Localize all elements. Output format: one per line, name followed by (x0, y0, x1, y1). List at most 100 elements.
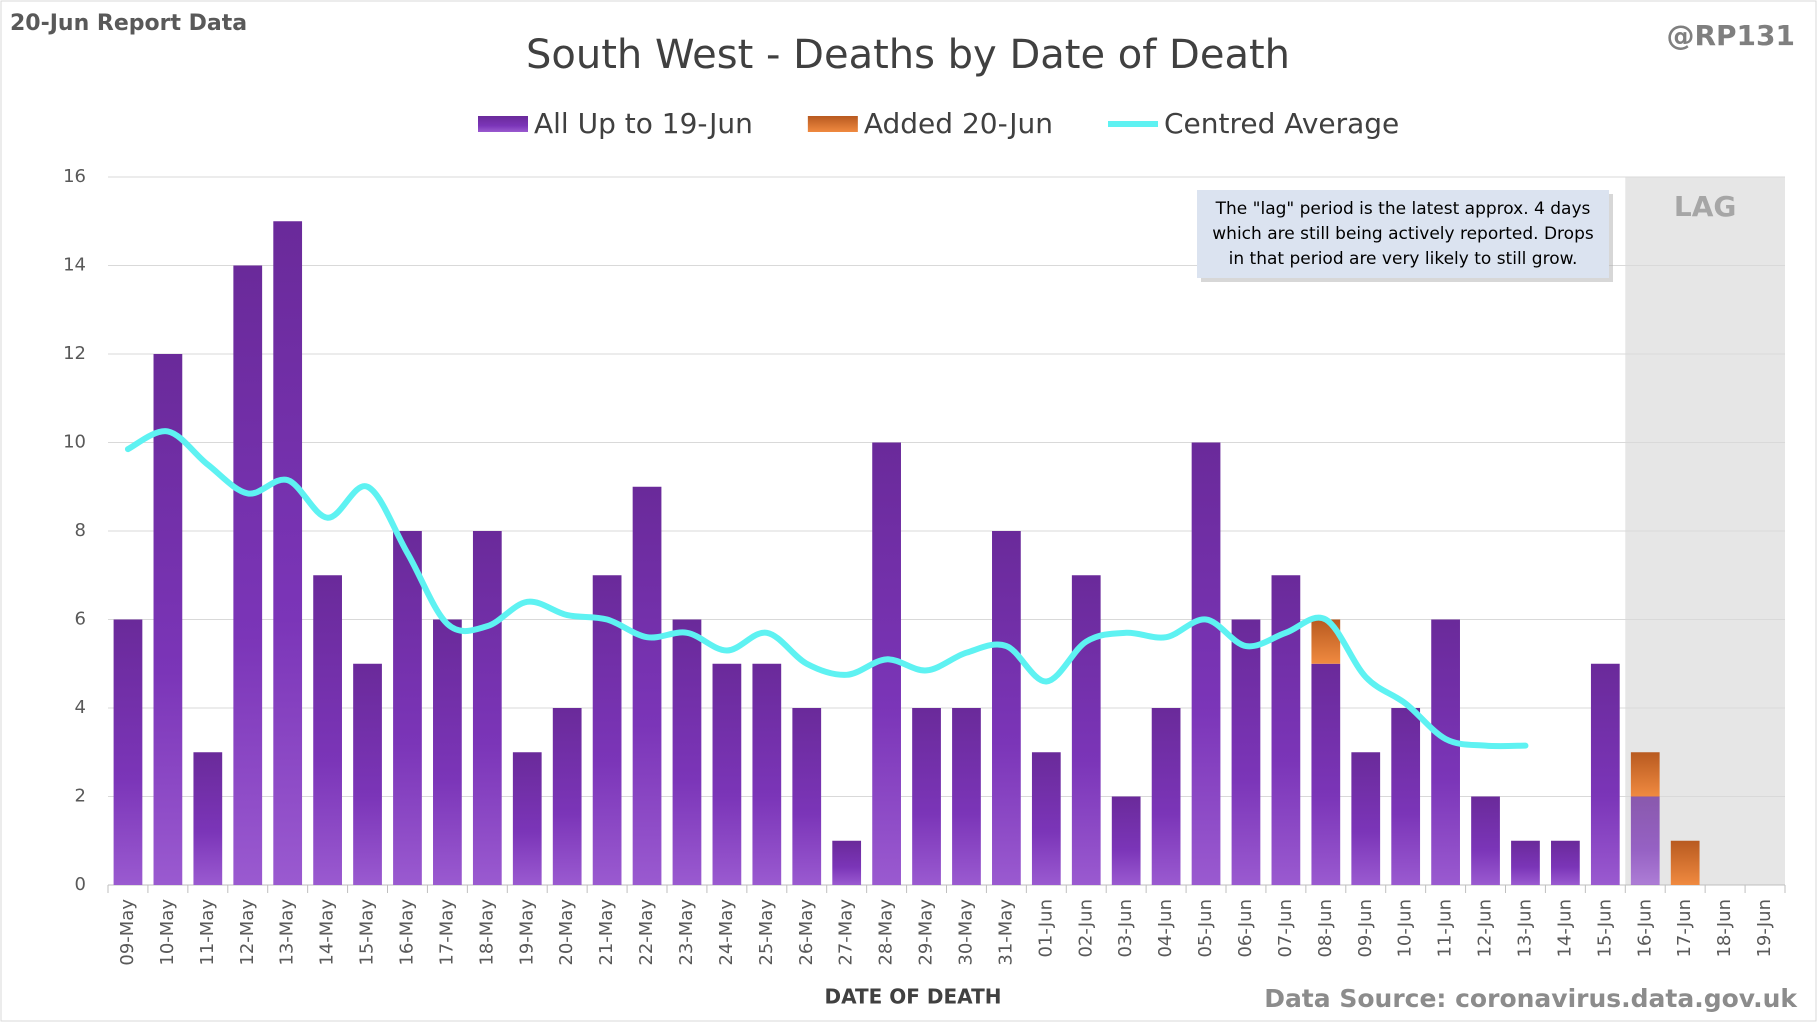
y-tick-label: 2 (75, 786, 86, 807)
bar (752, 663, 782, 885)
x-tick-label: 19-May (516, 899, 537, 966)
y-tick-label: 4 (75, 697, 86, 718)
bar (952, 708, 981, 885)
x-tick-label: 02-Jun (1075, 899, 1096, 958)
x-tick-label: 13-Jun (1514, 899, 1535, 958)
legend-label: All Up to 19-Jun (534, 107, 753, 140)
bar (552, 708, 582, 885)
bar (273, 221, 303, 885)
bar (113, 619, 143, 885)
legend-swatch (807, 116, 858, 132)
bar (792, 708, 822, 885)
x-tick-label: 09-May (117, 899, 138, 966)
x-tick-label: 15-May (357, 899, 378, 966)
annotation-text: in that period are very likely to still … (1229, 249, 1578, 269)
x-tick-label: 16-May (396, 899, 417, 966)
x-tick-label: 07-Jun (1275, 899, 1296, 958)
lag-label: LAG (1674, 190, 1737, 223)
x-tick-label: 03-Jun (1115, 899, 1136, 958)
x-tick-label: 27-May (836, 899, 857, 966)
bar (1630, 752, 1660, 797)
bar (1071, 575, 1101, 885)
bar (1191, 442, 1221, 885)
legend: All Up to 19-Jun Added 20-Jun Centred Aver… (478, 107, 1399, 140)
x-tick-label: 29-May (916, 899, 937, 966)
x-tick-label: 22-May (636, 899, 657, 966)
x-tick-label: 08-Jun (1315, 899, 1336, 958)
bar (912, 708, 941, 885)
bar (592, 575, 622, 885)
bar (393, 531, 422, 885)
x-tick-label: 30-May (955, 899, 976, 966)
x-tick-label: 11-May (197, 899, 218, 966)
y-tick-label: 16 (63, 166, 86, 187)
x-axis-title: DATE OF DEATH (825, 985, 1002, 1009)
x-tick-label: 23-May (676, 899, 697, 966)
x-tick-label: 12-May (237, 899, 258, 966)
bar (472, 531, 502, 885)
bar (1471, 796, 1500, 885)
annotation-text: The "lag" period is the latest approx. 4… (1215, 199, 1591, 219)
bar (712, 663, 742, 885)
bar (1231, 619, 1261, 885)
bar (313, 575, 342, 885)
x-tick-label: 09-Jun (1355, 899, 1376, 958)
bar (992, 531, 1021, 885)
bar (153, 354, 183, 885)
y-tick-label: 12 (63, 343, 86, 364)
x-tick-label: 19-Jun (1754, 899, 1775, 958)
bar (1391, 708, 1421, 885)
x-tick-label: 24-May (716, 899, 737, 966)
x-tick-label: 14-Jun (1554, 899, 1575, 958)
annotation-text: which are still being actively reported.… (1212, 224, 1594, 244)
y-tick-label: 6 (75, 609, 86, 630)
bar (1431, 619, 1460, 885)
x-tick-label: 10-Jun (1395, 899, 1416, 958)
x-tick-label: 14-May (317, 899, 338, 966)
bar (1630, 796, 1660, 885)
bar (1311, 663, 1341, 885)
bar (632, 486, 662, 885)
bar (1551, 840, 1580, 885)
chart-title: South West - Deaths by Date of Death (526, 32, 1290, 78)
bar (832, 840, 862, 885)
handle: @RP131 (1666, 19, 1795, 52)
y-tick-label: 0 (75, 874, 86, 895)
x-tick-label: 05-Jun (1195, 899, 1216, 958)
x-tick-label: 11-Jun (1435, 899, 1456, 958)
x-tick-label: 18-May (476, 899, 497, 966)
bar (193, 752, 223, 885)
x-tick-label: 25-May (756, 899, 777, 966)
bar (1670, 840, 1700, 885)
annotation-box (1197, 190, 1609, 278)
x-tick-label: 28-May (876, 899, 897, 966)
x-tick-label: 13-May (277, 899, 298, 966)
x-tick-label: 01-Jun (1035, 899, 1056, 958)
bar (433, 619, 462, 885)
x-tick-label: 12-Jun (1475, 899, 1496, 958)
bar (1511, 840, 1540, 885)
legend-label: Centred Average (1164, 107, 1399, 140)
legend-label: Added 20-Jun (864, 107, 1053, 140)
bar (353, 663, 382, 885)
x-tick-label: 16-Jun (1634, 899, 1655, 958)
bar (1031, 752, 1061, 885)
x-tick-label: 26-May (796, 899, 817, 966)
x-tick-label: 31-May (995, 899, 1016, 966)
x-tick-label: 17-Jun (1674, 899, 1695, 958)
bar (233, 265, 263, 885)
x-tick-label: 06-Jun (1235, 899, 1256, 958)
bar (1590, 663, 1620, 885)
corner-label: 20-Jun Report Data (10, 11, 247, 36)
average-line (124, 428, 1529, 750)
y-tick-label: 14 (63, 255, 86, 276)
x-tick-label: 10-May (157, 899, 178, 966)
bar (1151, 708, 1181, 885)
legend-swatch (478, 116, 528, 132)
x-tick-label: 18-Jun (1714, 899, 1735, 958)
bar (1111, 796, 1141, 885)
bar (672, 619, 702, 885)
bar (1351, 752, 1381, 885)
